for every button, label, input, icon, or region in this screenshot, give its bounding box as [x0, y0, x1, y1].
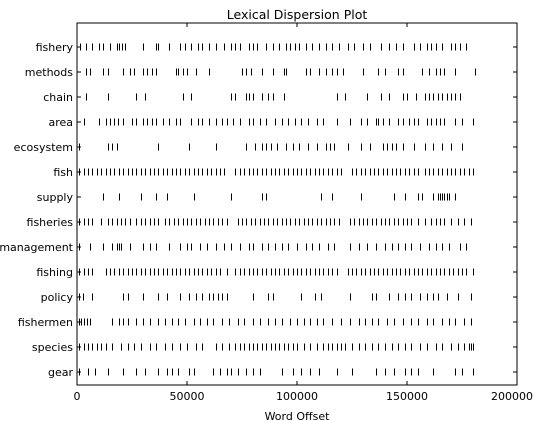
- y-tick-label-species: species: [32, 341, 73, 354]
- x-tick-label-4: 200000: [491, 390, 533, 403]
- x-tick-label-0: 0: [74, 390, 81, 403]
- series-row-species: [79, 343, 474, 351]
- series-row-fisheries: [79, 218, 472, 226]
- y-tick-label-fish: fish: [53, 166, 73, 179]
- series-row-fish: [79, 168, 474, 176]
- series-row-methods: [86, 68, 476, 76]
- series-row-area: [84, 118, 474, 126]
- plot-marks: [79, 43, 476, 376]
- series-row-ecosystem: [79, 143, 463, 151]
- x-tick-label-3: 150000: [386, 390, 428, 403]
- y-tick-label-fishing: fishing: [36, 266, 73, 279]
- series-row-chain: [86, 93, 461, 101]
- chart-title: Lexical Dispersion Plot: [227, 7, 368, 22]
- series-row-management: [79, 243, 467, 251]
- series-row-policy: [79, 293, 472, 301]
- y-tick-label-chain: chain: [43, 91, 73, 104]
- x-axis-label: Word Offset: [265, 410, 331, 421]
- x-axis: 0 50000 100000 150000 200000: [74, 23, 533, 403]
- series-row-fishery: [80, 43, 467, 51]
- y-tick-label-ecosystem: ecosystem: [14, 141, 73, 154]
- y-tick-label-policy: policy: [41, 291, 74, 304]
- y-axis: fishery methods chain area ecosystem fish supp…: [0, 41, 517, 379]
- series-row-supply: [103, 193, 456, 201]
- series-row-fishermen: [79, 318, 472, 326]
- y-tick-label-fishermen: fishermen: [18, 316, 73, 329]
- y-tick-label-supply: supply: [37, 191, 74, 204]
- x-tick-label-1: 50000: [170, 390, 205, 403]
- series-row-gear: [79, 368, 474, 376]
- y-tick-label-methods: methods: [25, 66, 73, 79]
- series-row-fishing: [79, 268, 474, 276]
- x-tick-label-2: 100000: [276, 390, 318, 403]
- plot-frame: [76, 22, 518, 386]
- y-tick-label-gear: gear: [48, 366, 73, 379]
- y-tick-label-fisheries: fisheries: [27, 216, 74, 229]
- y-tick-label-area: area: [48, 116, 73, 129]
- y-tick-label-fishery: fishery: [36, 41, 74, 54]
- y-tick-label-management: management: [0, 241, 74, 254]
